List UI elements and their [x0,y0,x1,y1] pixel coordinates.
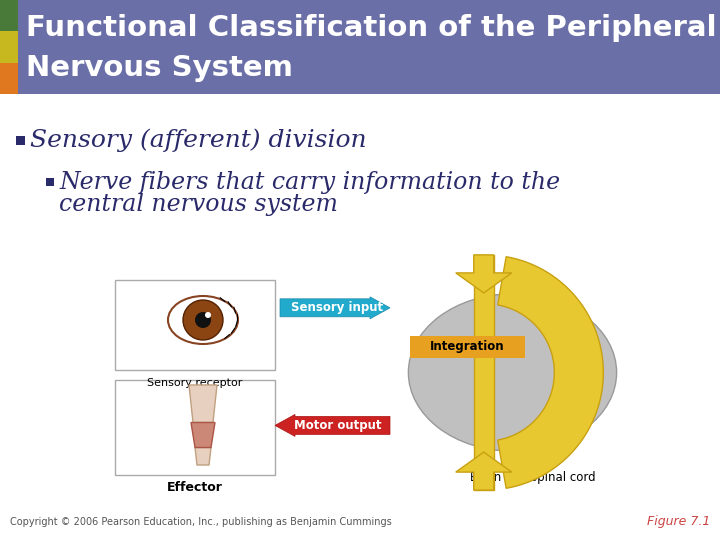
Polygon shape [456,255,512,293]
FancyBboxPatch shape [474,255,494,490]
Text: Effector: Effector [167,481,223,494]
Text: Functional Classification of the Peripheral: Functional Classification of the Periphe… [26,14,716,42]
Text: Nervous System: Nervous System [26,53,293,82]
Text: Motor output: Motor output [294,419,382,432]
Text: Copyright © 2006 Pearson Education, Inc., publishing as Benjamin Cummings: Copyright © 2006 Pearson Education, Inc.… [10,517,392,527]
Text: Nerve fibers that carry information to the: Nerve fibers that carry information to t… [59,171,560,193]
FancyBboxPatch shape [0,63,18,94]
FancyBboxPatch shape [0,0,720,94]
Ellipse shape [168,296,238,344]
FancyBboxPatch shape [410,335,525,357]
Text: Integration: Integration [430,340,504,353]
FancyBboxPatch shape [110,270,650,490]
Ellipse shape [195,312,211,328]
Ellipse shape [205,312,211,318]
Text: Sensory (afferent) division: Sensory (afferent) division [30,128,366,152]
Ellipse shape [183,300,223,340]
Text: Figure 7.1: Figure 7.1 [647,516,710,529]
FancyBboxPatch shape [0,31,18,63]
FancyBboxPatch shape [115,280,275,370]
Polygon shape [189,385,217,422]
Text: Sensory input: Sensory input [292,301,384,314]
Polygon shape [195,448,211,465]
FancyBboxPatch shape [0,0,18,31]
FancyBboxPatch shape [16,136,25,145]
FancyArrow shape [275,414,390,436]
Text: central nervous system: central nervous system [59,192,338,215]
Text: Sensory receptor: Sensory receptor [148,378,243,388]
FancyBboxPatch shape [115,380,275,475]
Text: Brain and spinal cord: Brain and spinal cord [469,471,595,484]
Polygon shape [456,452,512,490]
FancyArrow shape [280,297,390,319]
Ellipse shape [408,294,616,451]
Polygon shape [498,256,603,488]
FancyBboxPatch shape [46,178,54,186]
Polygon shape [191,422,215,448]
